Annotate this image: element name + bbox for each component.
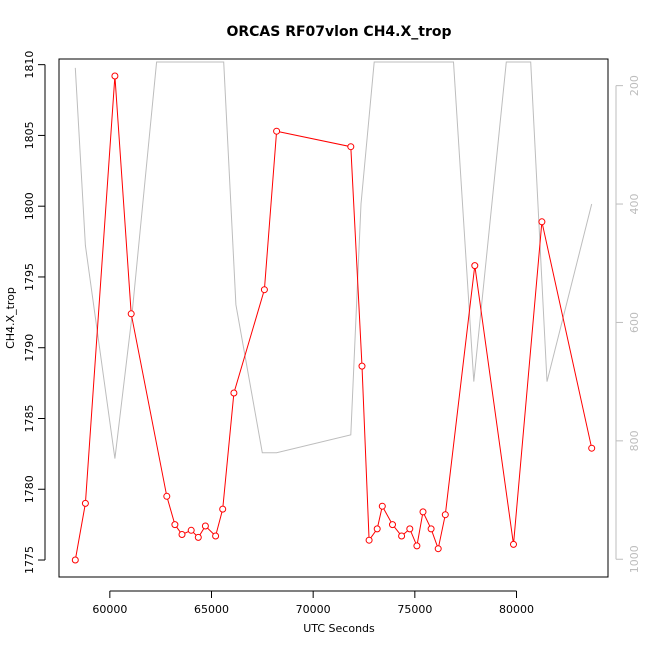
data-point [178,531,186,538]
data-point [187,526,195,534]
data-point [273,127,281,135]
data-point [373,525,381,533]
data-point [389,521,396,529]
y-tick-label: 1785 [23,404,36,432]
right-y-tick-label: 400 [628,194,641,215]
data-point [588,444,596,452]
data-point [201,522,209,530]
x-tick-label: 75000 [397,603,432,616]
series-layer [71,61,596,564]
data-point [365,536,373,544]
data-point [378,502,386,510]
data-point [171,521,179,529]
y-tick-label: 1810 [23,51,36,79]
data-point [111,72,119,80]
data-point [194,533,202,541]
x-tick-label: 70000 [296,603,331,616]
series-line-ch4 [74,75,593,561]
y-axis-title: CH4.X_trop [4,287,17,349]
data-point [441,511,449,519]
y-tick-label: 1780 [23,475,36,503]
data-point [347,143,355,151]
y-tick-label: 1795 [23,263,36,291]
data-point [406,525,414,533]
y-tick-label: 1775 [23,546,36,574]
right-y-tick-label: 600 [628,312,641,333]
data-point [212,532,220,540]
data-point [510,540,517,548]
data-point [163,492,171,500]
plot-frame [58,58,609,578]
x-axis: 60000 65000 70000 75000 80000 [92,590,534,616]
x-tick-label: 65000 [194,603,229,616]
data-point [471,262,479,270]
y-tick-label: 1800 [23,192,36,220]
x-tick-label: 60000 [92,603,127,616]
data-point [81,499,89,507]
data-point [260,286,268,294]
chart-title: ORCAS RF07vlon CH4.X_trop [226,24,451,40]
data-point [230,389,238,397]
data-point [413,542,421,550]
right-y-tick-label: 800 [628,430,641,451]
right-y-tick-label: 200 [628,75,641,96]
data-point [398,532,406,540]
y-axis: 1775 1780 1785 1790 1795 1800 1805 1810 [23,51,46,574]
y-tick-label: 1805 [23,121,36,149]
data-point [71,556,79,564]
data-point [434,545,442,553]
right-y-tick-label: 1000 [628,545,641,573]
series-line-altitude [74,61,593,459]
right-y-axis: 200 400 600 800 1000 [615,75,641,573]
x-tick-label: 80000 [499,603,534,616]
x-axis-title: UTC Seconds [303,622,375,635]
y-tick-label: 1790 [23,334,36,362]
data-point [219,505,227,513]
data-point [427,525,435,533]
data-point [127,310,135,318]
data-point [538,218,546,226]
data-point [419,508,427,516]
data-point [358,362,366,370]
